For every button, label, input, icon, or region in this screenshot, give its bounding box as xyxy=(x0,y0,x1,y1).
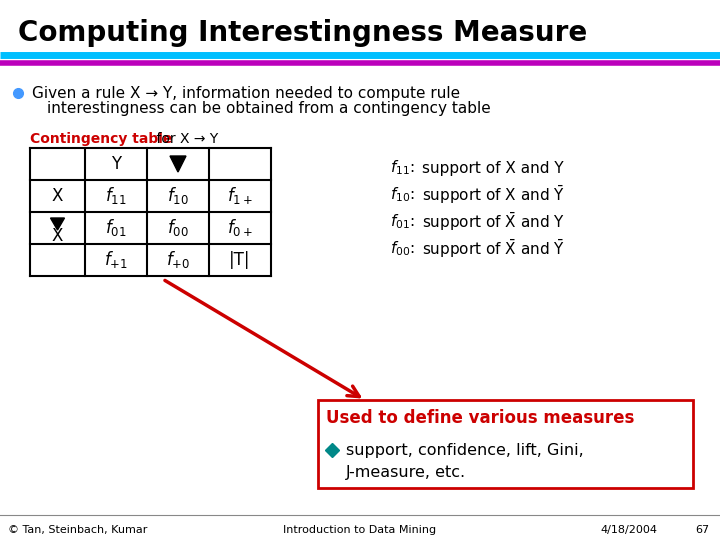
Text: |T|: |T| xyxy=(229,251,251,269)
Polygon shape xyxy=(50,218,65,230)
Text: X: X xyxy=(52,227,63,245)
Polygon shape xyxy=(170,156,186,172)
Text: © Tan, Steinbach, Kumar: © Tan, Steinbach, Kumar xyxy=(8,525,148,535)
Text: 4/18/2004: 4/18/2004 xyxy=(600,525,657,535)
Text: $f_{0+}$: $f_{0+}$ xyxy=(227,218,253,239)
Text: $f_{11}$: $f_{11}$ xyxy=(105,186,127,206)
Text: Computing Interestingness Measure: Computing Interestingness Measure xyxy=(18,19,588,47)
Text: interestingness can be obtained from a contingency table: interestingness can be obtained from a c… xyxy=(47,101,491,116)
FancyBboxPatch shape xyxy=(318,400,693,488)
Text: $f_{+0}$: $f_{+0}$ xyxy=(166,249,190,271)
Text: $f_{01}$: $f_{01}$ xyxy=(105,218,127,239)
Text: $f_{+1}$: $f_{+1}$ xyxy=(104,249,128,271)
Text: support of X and Y: support of X and Y xyxy=(422,160,564,176)
Text: Used to define various measures: Used to define various measures xyxy=(326,409,634,427)
Text: $f_{00}$: $f_{00}$ xyxy=(167,218,189,239)
Text: support, confidence, lift, Gini,: support, confidence, lift, Gini, xyxy=(346,442,584,457)
Text: 67: 67 xyxy=(695,525,709,535)
Text: Contingency table: Contingency table xyxy=(30,132,172,146)
Text: $f_{11}$:: $f_{11}$: xyxy=(390,159,415,177)
Text: J-measure, etc.: J-measure, etc. xyxy=(346,464,466,480)
Text: support of $\bar{\rm X}$ and Y: support of $\bar{\rm X}$ and Y xyxy=(422,211,565,233)
Text: $f_{1+}$: $f_{1+}$ xyxy=(227,186,253,206)
Text: Given a rule X → Y, information needed to compute rule: Given a rule X → Y, information needed t… xyxy=(32,86,460,101)
Text: $f_{00}$:: $f_{00}$: xyxy=(390,240,415,258)
Text: $f_{10}$: $f_{10}$ xyxy=(167,186,189,206)
Text: $f_{01}$:: $f_{01}$: xyxy=(390,213,415,231)
Text: support of X and $\bar{\rm Y}$: support of X and $\bar{\rm Y}$ xyxy=(422,184,565,206)
Text: $f_{10}$:: $f_{10}$: xyxy=(390,186,415,204)
Text: Introduction to Data Mining: Introduction to Data Mining xyxy=(284,525,436,535)
Text: for X → Y: for X → Y xyxy=(152,132,218,146)
Text: support of $\bar{\rm X}$ and $\bar{\rm Y}$: support of $\bar{\rm X}$ and $\bar{\rm Y… xyxy=(422,238,565,260)
Text: Y: Y xyxy=(111,155,121,173)
Text: X: X xyxy=(52,187,63,205)
